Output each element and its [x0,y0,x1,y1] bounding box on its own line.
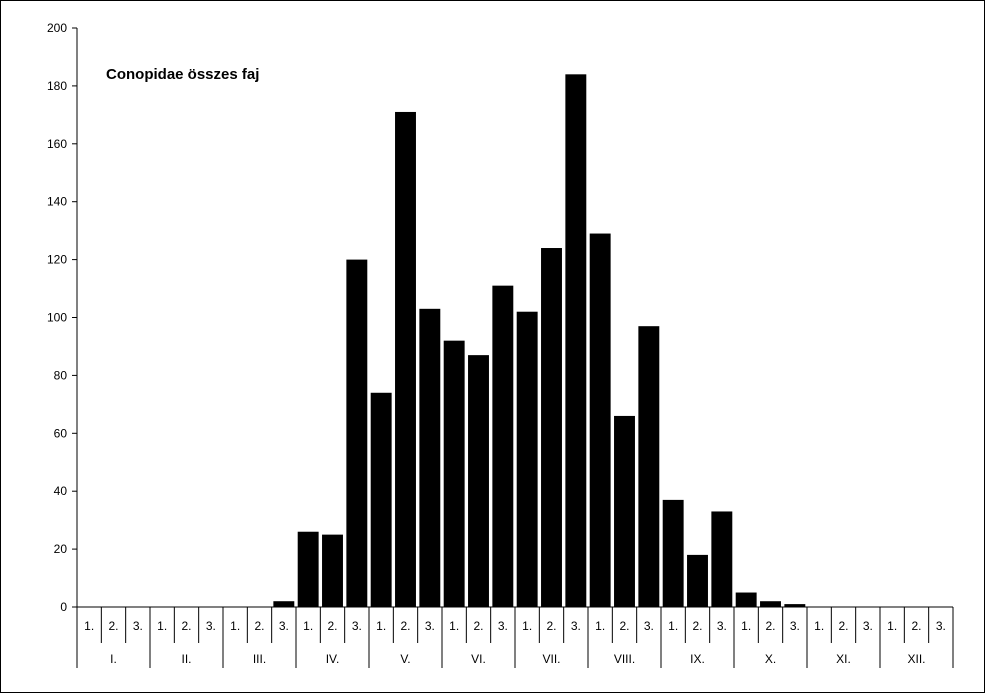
y-tick-label: 160 [47,137,67,151]
bar [638,326,660,607]
x-tick-label-decade: 3. [279,619,289,633]
x-tick-label-decade: 1. [230,619,240,633]
x-tick-label-decade: 2. [546,619,556,633]
bar [687,554,708,607]
x-tick-label-month: X. [765,652,776,666]
x-tick-label-decade: 2. [619,619,629,633]
bar [370,392,392,607]
x-tick-label-decade: 2. [765,619,775,633]
x-tick-label-decade: 2. [327,619,337,633]
bar [760,601,781,607]
x-tick-label-month: II. [181,652,191,666]
x-tick-label-month: XII. [907,652,925,666]
x-tick-label-decade: 3. [863,619,873,633]
bar [589,233,611,608]
x-tick-label-month: I. [110,652,117,666]
bars [273,74,806,608]
x-tick-label-month: III. [253,652,266,666]
x-tick-label-decade: 3. [352,619,362,633]
y-tick-label: 60 [54,426,68,440]
x-tick-label-decade: 3. [790,619,800,633]
x-tick-label-decade: 1. [887,619,897,633]
x-tick-label-decade: 2. [108,619,118,633]
x-tick-label-decade: 1. [157,619,167,633]
x-tick-label-decade: 1. [449,619,459,633]
x-tick-label-decade: 2. [838,619,848,633]
x-tick-label-decade: 3. [133,619,143,633]
x-tick-label-month: V. [400,652,410,666]
bar [662,499,684,607]
bar [395,111,416,607]
x-tick-label-decade: 3. [571,619,581,633]
bar [711,511,733,607]
x-tick-label-decade: 1. [814,619,824,633]
x-tick-label-month: VI. [471,652,486,666]
bar [735,592,757,607]
y-axis: 0 20 40 60 80 100 120 140 160 180 200 [47,21,78,614]
x-tick-label-decade: 1. [84,619,94,633]
y-tick-label: 100 [47,311,67,325]
x-tick-label-decade: 3. [425,619,435,633]
x-tick-label-decade: 2. [254,619,264,633]
y-tick-label: 80 [54,368,68,382]
y-tick-label: 200 [47,21,67,35]
x-tick-label-month: XI. [836,652,851,666]
bar [492,285,514,607]
y-tick-label: 0 [60,600,67,614]
y-tick-label: 120 [47,253,67,267]
x-tick-label-decade: 1. [376,619,386,633]
bar [565,74,587,607]
bar [419,308,441,607]
x-tick-label-decade: 1. [303,619,313,633]
bar [297,531,319,607]
bar [322,534,343,607]
x-tick-label-decade: 2. [692,619,702,633]
x-tick-label-decade: 2. [400,619,410,633]
x-tick-label-month: IX. [690,652,705,666]
x-axis: 1. 2. 3. 1. 2. 3. 1. 2. 3. 1. 2. 3. 1. 2. 3. 1. 2. 3. 1. 2.… [76,606,954,668]
x-tick-label-decade: 3. [644,619,654,633]
x-tick-label-decade: 3. [206,619,216,633]
x-tick-label-month: IV. [326,652,340,666]
bar [273,601,295,607]
x-tick-label-decade: 1. [668,619,678,633]
x-tick-label-decade: 1. [522,619,532,633]
y-tick-label: 140 [47,195,67,209]
y-tick-label: 20 [54,542,68,556]
bar [614,415,635,607]
x-tick-label-decade: 1. [595,619,605,633]
x-tick-label-decade: 2. [181,619,191,633]
x-tick-label-month: VIII. [614,652,635,666]
chart-title: Conopidae összes faj [106,66,259,83]
y-tick-label: 40 [54,484,68,498]
x-tick-label-decade: 2. [473,619,483,633]
x-tick-label-decade: 1. [741,619,751,633]
bar [443,340,465,607]
bar [516,311,538,607]
x-tick-label-decade: 2. [911,619,921,633]
bar [541,248,562,607]
bar [346,259,368,607]
x-tick-label-decade: 3. [717,619,727,633]
x-tick-label-decade: 3. [498,619,508,633]
bar [468,355,489,607]
y-tick-label: 180 [47,79,67,93]
bar [784,604,806,607]
x-tick-label-month: VII. [542,652,560,666]
x-tick-label-decade: 3. [936,619,946,633]
